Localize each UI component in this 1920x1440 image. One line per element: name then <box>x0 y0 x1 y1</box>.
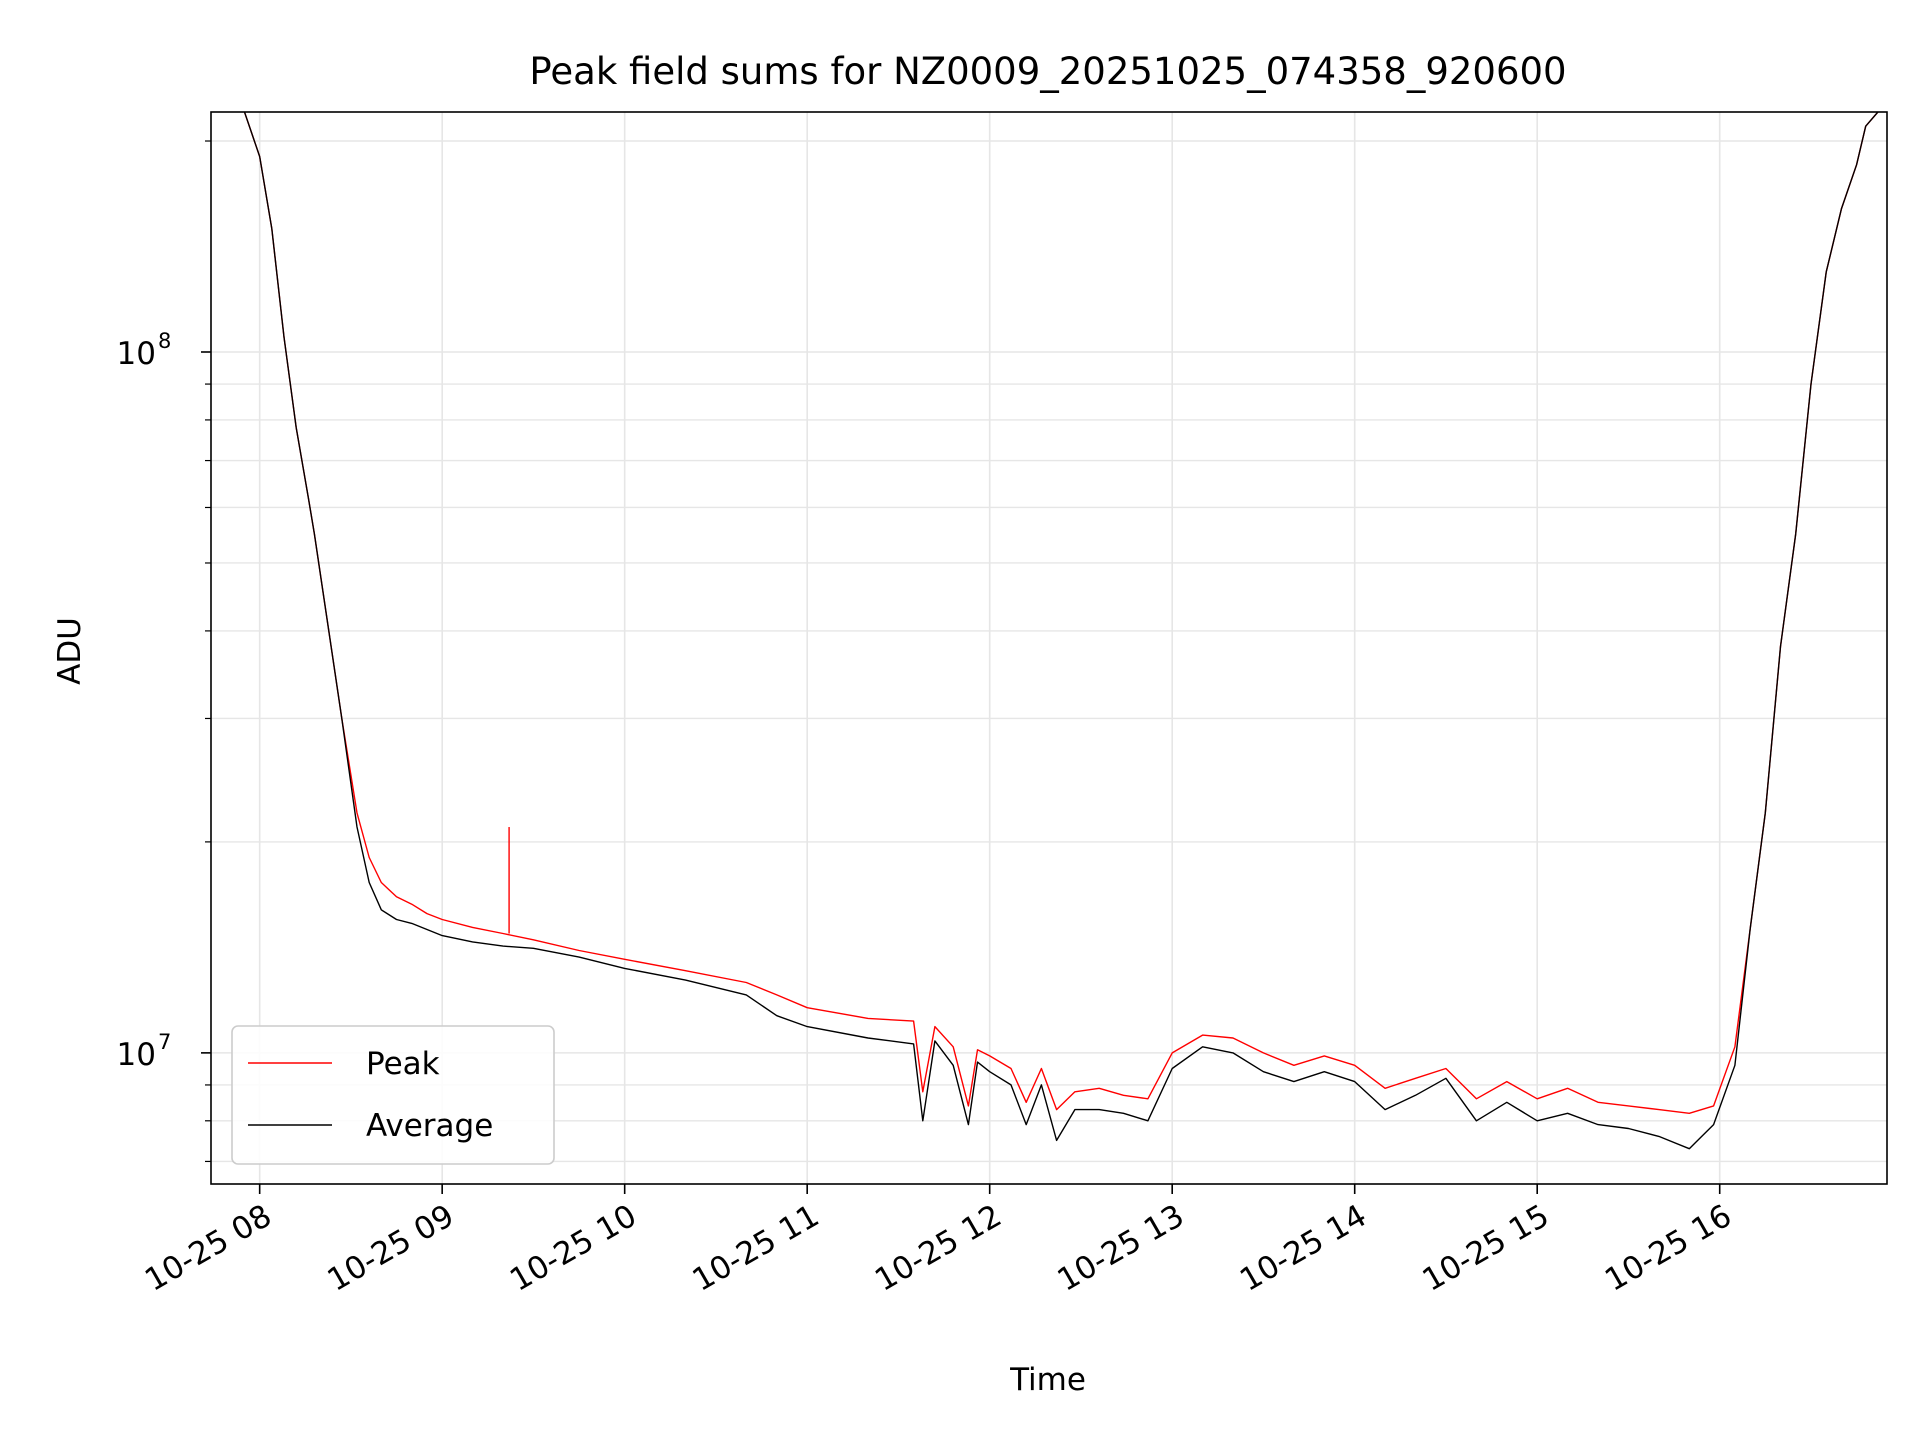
series-line-average <box>243 112 1879 1150</box>
legend: Peak Average <box>231 1025 555 1165</box>
plot-frame <box>210 111 1888 1185</box>
chart-title: Peak field sums for NZ0009_20251025_0743… <box>529 50 1566 93</box>
legend-label-peak: Peak <box>366 1046 440 1082</box>
series-layer <box>243 112 1879 1150</box>
y-tick-label: 10 8 <box>117 329 172 372</box>
y-tick-label: 10 7 <box>117 1030 172 1073</box>
x-axis-label: Time <box>1009 1362 1086 1398</box>
series-line-peak <box>243 112 1879 1115</box>
legend-label-average: Average <box>366 1108 493 1144</box>
y-tick-label-exponent: 8 <box>158 329 171 353</box>
y-tick-label-base: 10 <box>117 336 156 372</box>
y-axis-label: ADU <box>52 617 88 685</box>
grid <box>211 112 1887 1184</box>
y-tick-label-exponent: 7 <box>158 1030 171 1054</box>
legend-box <box>231 1025 555 1165</box>
y-tick-label-base: 10 <box>117 1037 156 1073</box>
